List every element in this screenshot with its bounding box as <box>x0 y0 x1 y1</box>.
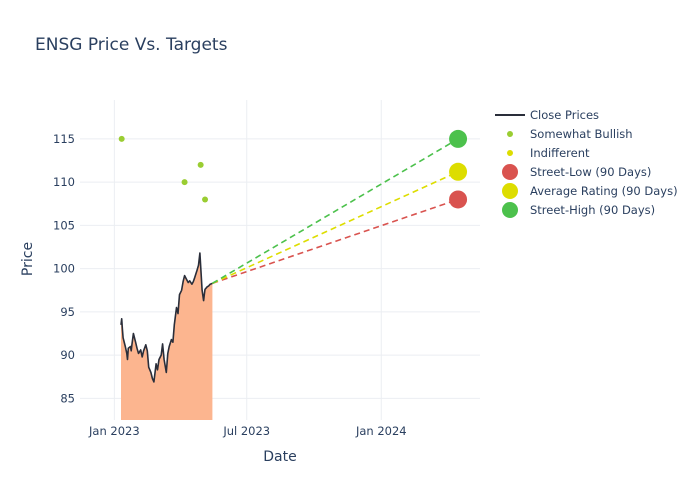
legend-swatch-marker <box>507 131 513 137</box>
y-tick-label: 110 <box>53 175 75 189</box>
target-point <box>449 162 468 181</box>
rating-point <box>202 196 209 203</box>
y-axis-label: Price <box>20 242 36 276</box>
y-tick-label: 85 <box>60 391 75 405</box>
target-point <box>449 129 468 148</box>
y-tick-label: 90 <box>60 348 75 362</box>
analyst-markers <box>118 135 209 203</box>
legend-entry-label: Somewhat Bullish <box>530 127 633 141</box>
close-price-area <box>121 253 213 420</box>
y-tick-label: 95 <box>60 305 75 319</box>
x-tick-label: Jan 2023 <box>88 424 140 438</box>
y-tick-label: 105 <box>53 218 75 232</box>
y-tick-label: 115 <box>53 132 75 146</box>
legend-swatch-marker <box>507 150 513 156</box>
legend-swatch-target <box>502 202 518 218</box>
legend-entry-label: Average Rating (90 Days) <box>530 184 678 198</box>
x-axis-label: Date <box>263 449 296 465</box>
legend-swatch-target <box>502 164 518 180</box>
chart-title: ENSG Price Vs. Targets <box>35 35 228 55</box>
close-price-fill <box>121 253 213 420</box>
x-tick-label: Jan 2024 <box>355 424 407 438</box>
axis-ticks: 85 90 95 100 105 110 115 Jan 2023 Jul 2023 Jan 20… <box>53 132 407 438</box>
y-tick-label: 100 <box>53 262 75 276</box>
legend-entry-label: Close Prices <box>530 108 599 122</box>
rating-point <box>181 179 188 186</box>
target-line <box>212 198 459 285</box>
close-price-line <box>120 252 213 383</box>
rating-point <box>118 135 125 142</box>
target-lines <box>211 129 468 285</box>
target-point <box>449 190 468 209</box>
legend-entry-label: Street-Low (90 Days) <box>530 165 651 179</box>
x-tick-label: Jul 2023 <box>222 424 270 438</box>
target-line <box>212 171 459 285</box>
legend[interactable]: Close Prices Somewhat Bullish Indifferent S… <box>495 108 678 218</box>
legend-entry-label: Street-High (90 Days) <box>530 203 655 217</box>
target-line <box>211 138 459 285</box>
close-price-line-group <box>120 252 213 383</box>
legend-swatch-target <box>502 183 518 199</box>
legend-entry-label: Indifferent <box>530 146 590 160</box>
rating-point <box>197 161 204 168</box>
